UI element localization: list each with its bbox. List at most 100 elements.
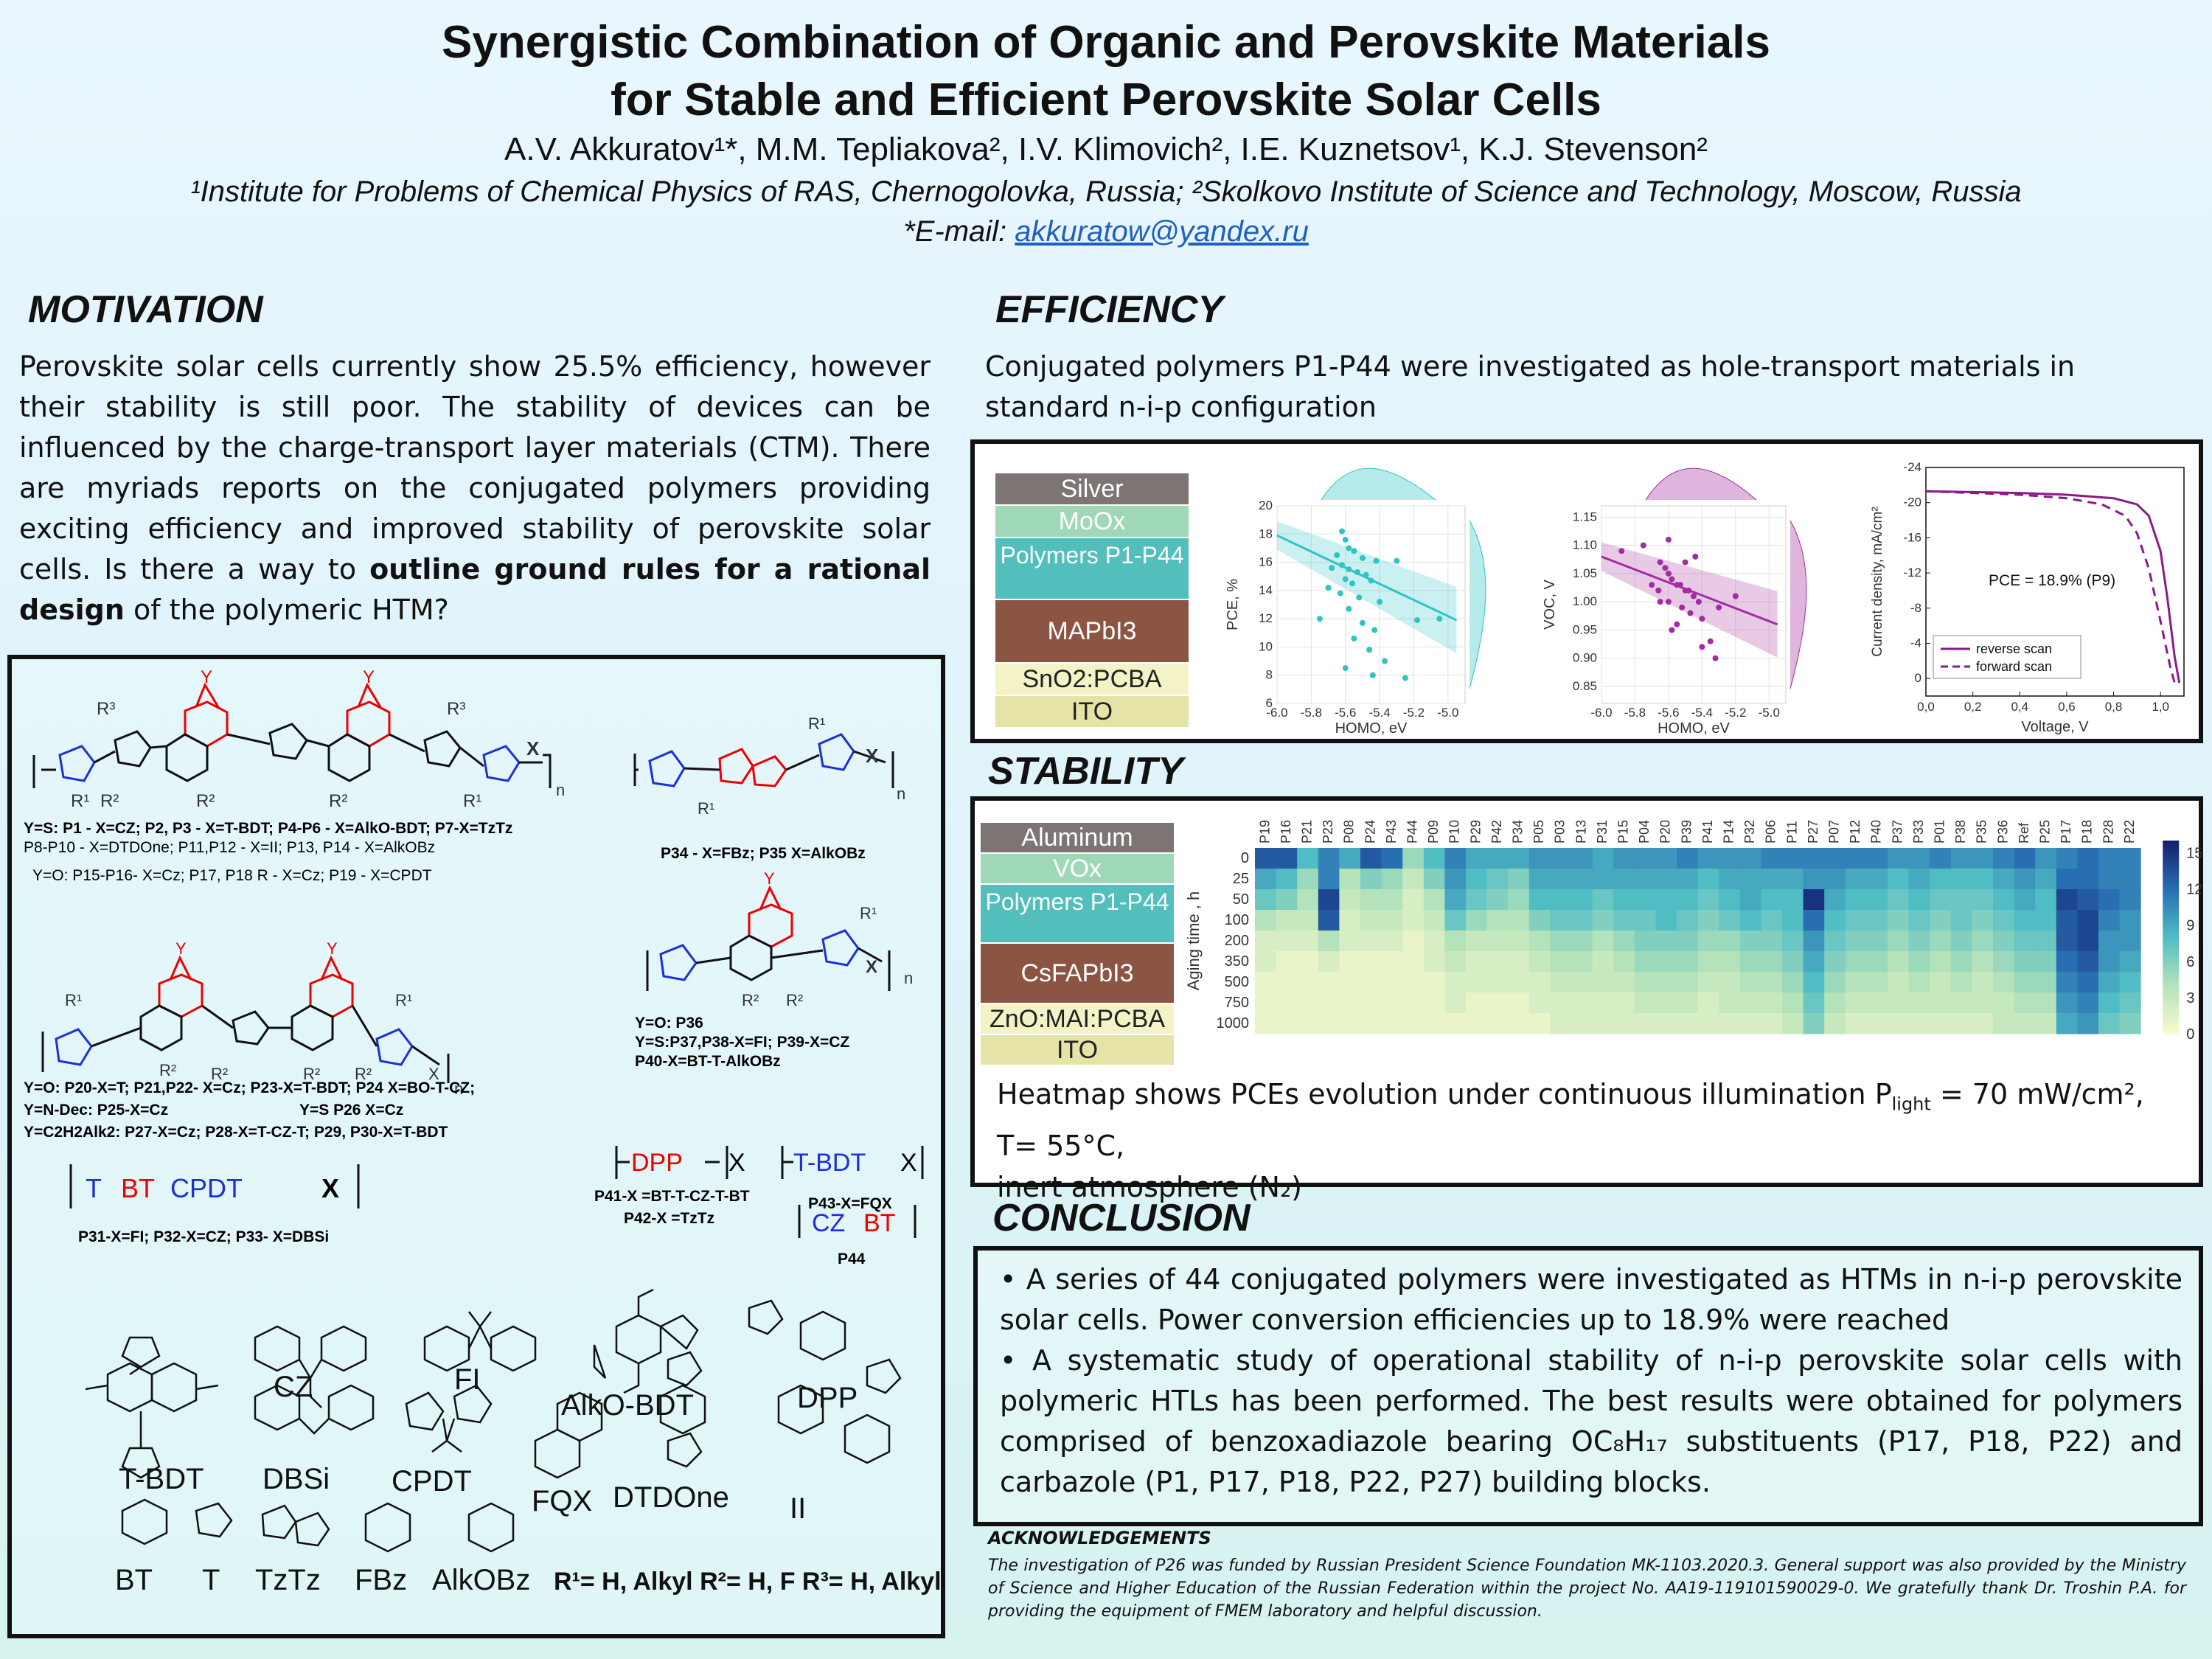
- label-AlkO-BDT: AlkO-BDT: [561, 1389, 694, 1422]
- heatmap-cell: [1571, 869, 1593, 890]
- heatmap-column-label: P27: [1806, 820, 1820, 844]
- heatmap-cell: [1950, 910, 1972, 931]
- heatmap-cell: [1360, 931, 1382, 952]
- conclusion-panel: • A series of 44 conjugated polymers wer…: [973, 1246, 2203, 1526]
- heatmap-cell: [1613, 848, 1635, 869]
- heatmap-cell: [1888, 1013, 1910, 1034]
- heatmap-cell: [1255, 1013, 1277, 1034]
- g2-R1b: R¹: [395, 991, 412, 1009]
- heatmap-cell: [1972, 972, 1994, 993]
- heatmap-cell: [2077, 972, 2099, 993]
- polymer-backbone-2: [41, 955, 450, 1083]
- data-point: [1382, 658, 1388, 664]
- heatmap-row-label: 750: [1225, 995, 1249, 1011]
- stack-layer: ITO: [981, 1035, 1174, 1066]
- heatmap-cell: [1508, 951, 1530, 973]
- x-tick-label: -5.2: [1403, 706, 1425, 720]
- data-point: [1707, 638, 1714, 644]
- heatmap-cell: [1761, 972, 1783, 993]
- heatmap-cell: [1381, 889, 1403, 911]
- heatmap-cell: [1930, 972, 1952, 993]
- heatmap-cell: [1466, 869, 1488, 890]
- y-tick-label: 14: [1259, 583, 1273, 597]
- heatmap-cell: [1634, 889, 1656, 911]
- heatmap-cell: [1528, 951, 1551, 973]
- data-point: [1325, 585, 1332, 591]
- heatmap-column-label: P42: [1489, 820, 1504, 844]
- label-DTDOne: DTDOne: [613, 1481, 729, 1514]
- heatmap-column-label: Ref: [2017, 822, 2031, 844]
- data-point: [1640, 542, 1646, 549]
- heatmap-cell: [1719, 931, 1741, 952]
- data-point: [1674, 621, 1680, 627]
- data-point: [1351, 635, 1357, 641]
- heatmap-column-label: P25: [2038, 820, 2053, 844]
- heatmap-column-label: P40: [1869, 820, 1884, 844]
- authors: A.V. Akkuratov¹*, M.M. Tepliakova², I.V.…: [504, 131, 1708, 167]
- heatmap-cell: [2056, 951, 2078, 973]
- heatmap-cell: [1950, 972, 1972, 993]
- heatmap-cell: [1466, 951, 1488, 973]
- heatmap-cell: [1444, 992, 1467, 1014]
- heatmap-cell: [1655, 848, 1677, 869]
- heatmap-cell: [1866, 1013, 1888, 1034]
- top-marginal-density: [1321, 467, 1436, 501]
- right-marginal-density: [1790, 520, 1807, 689]
- heatmap-cell: [2098, 972, 2121, 993]
- heatmap-cell: [1381, 869, 1403, 890]
- heatmap-cell: [1613, 972, 1635, 993]
- heatmap-cell: [1950, 848, 1972, 869]
- heatmap-cell: [1972, 951, 1994, 973]
- heatmap-cell: [1528, 869, 1551, 890]
- heatmap-cell: [1466, 848, 1488, 869]
- heatmap-cell: [1423, 1013, 1445, 1034]
- heatmap-cell: [1550, 869, 1572, 890]
- cz-formula: CZ: [812, 1209, 845, 1237]
- heatmap-cell: [1339, 992, 1361, 1014]
- label-CZ: CZ: [274, 1371, 313, 1403]
- heatmap-cell: [1824, 848, 1846, 869]
- heatmap-cell: [1908, 889, 1930, 911]
- heatmap-cell: [1761, 1013, 1783, 1034]
- stability-panel: Aluminum VOx Polymers P1-P44 CsFAPbI3 ZnO:MA…: [970, 796, 2203, 1203]
- heatmap-cell: [1655, 992, 1677, 1014]
- heatmap-cell: [1466, 889, 1488, 911]
- heatmap-cell: [1930, 1013, 1952, 1034]
- heatmap-cell: [1339, 972, 1361, 993]
- y-tick-label: 1.15: [1573, 509, 1597, 524]
- heatmap-cell: [1297, 931, 1319, 952]
- heatmap-cell: [1402, 992, 1425, 1014]
- heatmap-cell: [1550, 910, 1572, 931]
- tbt-BT: BT: [121, 1173, 155, 1203]
- heatmap-cell: [1697, 889, 1719, 911]
- x-tick-label: -5.4: [1368, 706, 1390, 720]
- heatmap-cell: [1972, 931, 1994, 952]
- heatmap-column-label: P29: [1468, 820, 1483, 844]
- heatmap-cell: [1528, 848, 1551, 869]
- heatmap-cell: [1339, 869, 1361, 890]
- heatmap-row-label: 500: [1225, 974, 1249, 990]
- heatmap-cell: [1739, 910, 1761, 931]
- heatmap-cell: [1508, 931, 1530, 952]
- heatmap-cell: [1444, 869, 1467, 890]
- heatmap-cell: [1297, 1013, 1319, 1034]
- heatmap-cell: [1466, 992, 1488, 1014]
- email-prefix: *E-mail:: [903, 215, 1015, 248]
- heatmap-cell: [1993, 951, 2015, 973]
- heatmap-cell: [1634, 931, 1656, 952]
- email-link[interactable]: akkuratow@yandex.ru: [1015, 215, 1309, 248]
- motivation-text-bold: outline ground rules for a rational desi…: [19, 553, 931, 626]
- heatmap-cell: [1255, 848, 1277, 869]
- heatmap-column-label: P01: [1933, 820, 1947, 844]
- heatmap-cell: [1993, 910, 2015, 931]
- heatmap-cell: [1993, 972, 2015, 993]
- heatmap-cell: [1908, 869, 1930, 890]
- heatmap-cell: [1888, 848, 1910, 869]
- heatmap-cell: [1782, 992, 1804, 1014]
- heatmap-cell: [1444, 848, 1467, 869]
- x-axis-label: HOMO, eV: [1335, 720, 1408, 737]
- heatmap-cell: [1508, 972, 1530, 993]
- heatmap-cell: [1972, 848, 1994, 869]
- heatmap-cell: [1444, 910, 1467, 931]
- heatmap-y-axis-label: Aging time , h: [1184, 891, 1203, 991]
